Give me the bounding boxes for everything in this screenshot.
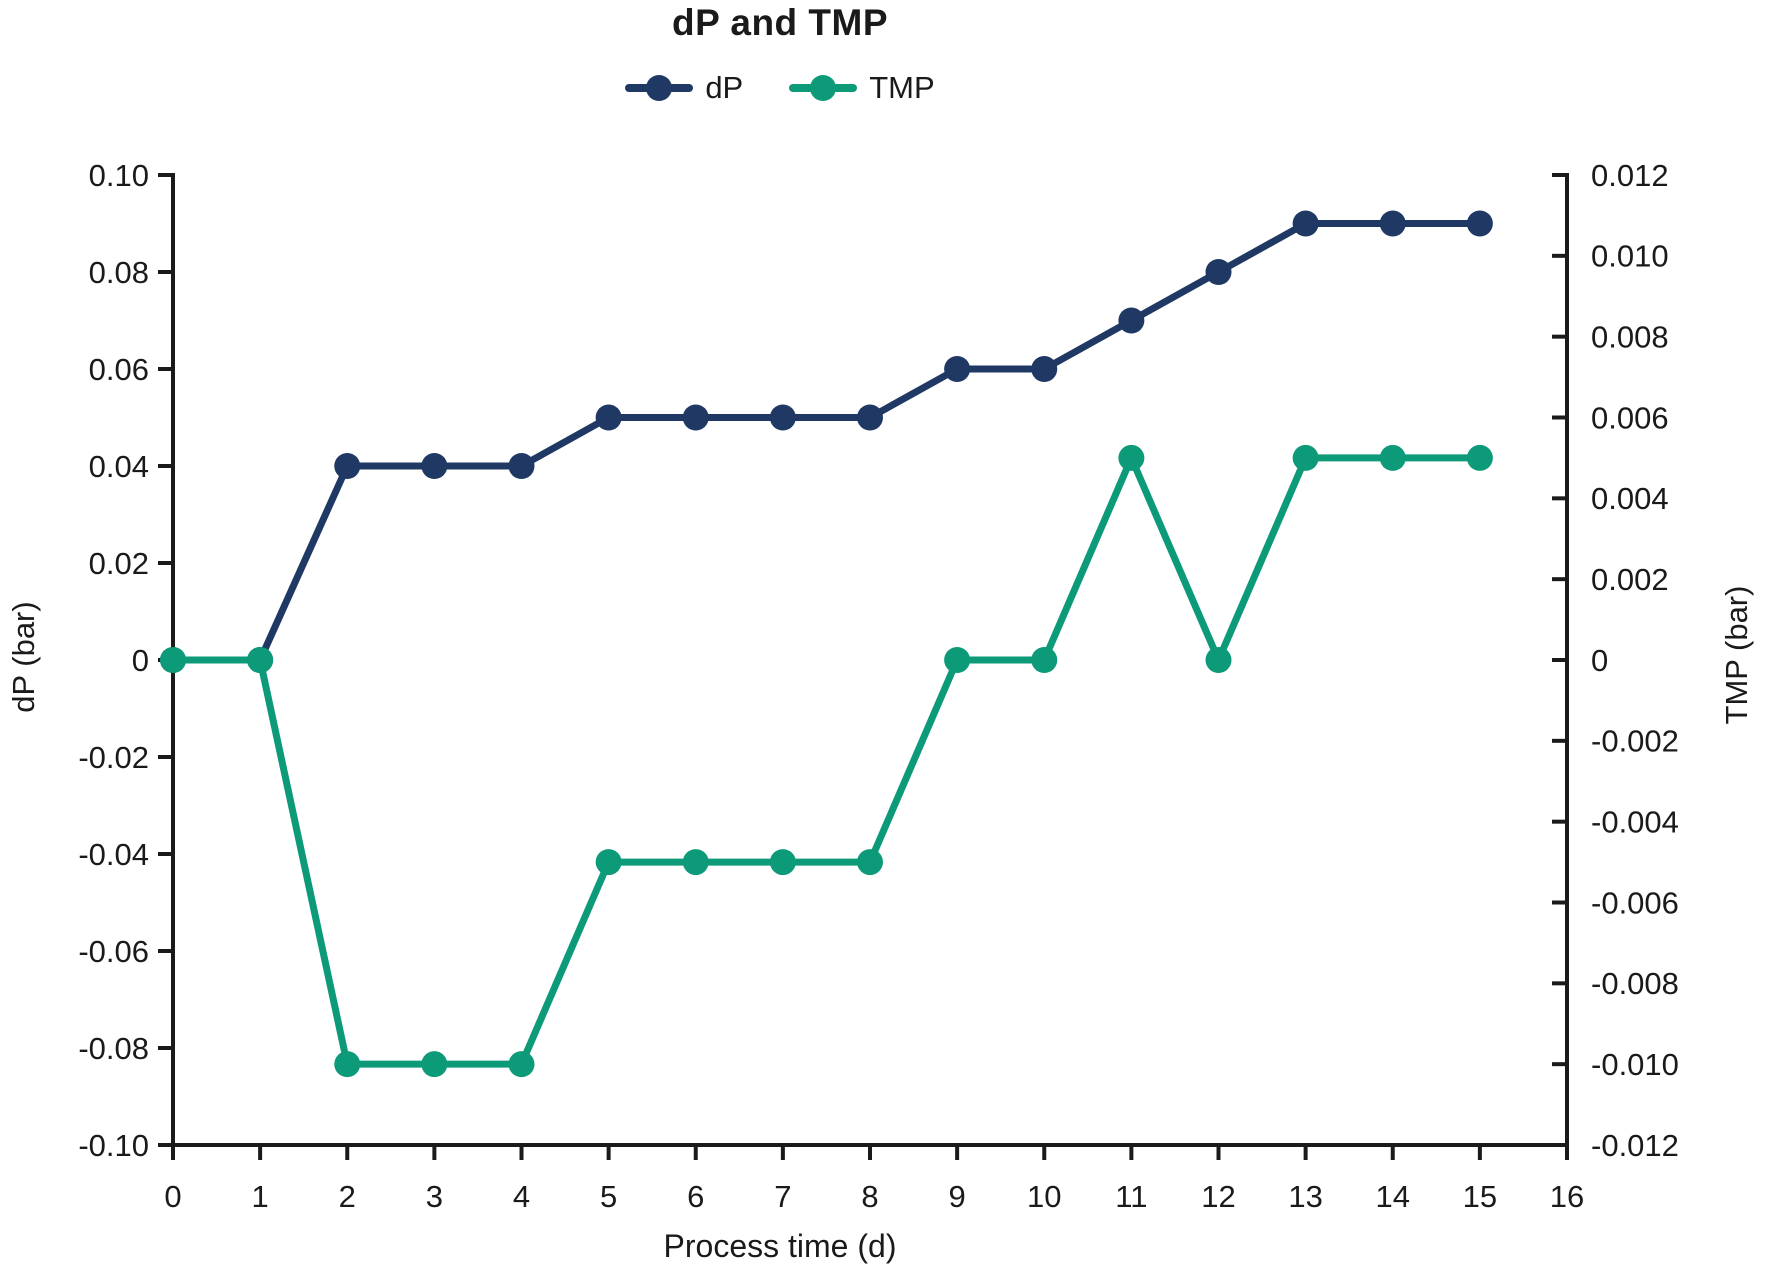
y-left-tick-label: 0.10	[89, 158, 149, 193]
tmp-data-point	[1379, 444, 1406, 471]
x-tick-label: 3	[426, 1179, 443, 1214]
dp-data-point	[1205, 259, 1232, 285]
dp-data-point	[421, 453, 448, 479]
x-tick-label: 11	[1115, 1179, 1147, 1214]
y-left-tick-label: 0.02	[89, 546, 149, 581]
y-right-tick-label: 0	[1591, 643, 1608, 678]
dp-data-point	[682, 404, 709, 431]
tmp-data-point	[160, 647, 186, 673]
tmp-data-point	[1205, 647, 1232, 673]
x-tick-label: 13	[1288, 1179, 1322, 1214]
y-right-tick-label: 0.002	[1591, 562, 1669, 597]
y-left-tick-label: 0.04	[89, 449, 149, 484]
y-right-tick-label: -0.010	[1591, 1047, 1679, 1082]
y-right-tick-label: -0.008	[1591, 966, 1679, 1001]
y-left-tick-label: 0	[132, 643, 149, 678]
y-right-tick-label: -0.012	[1591, 1128, 1679, 1163]
dp-data-point	[1118, 307, 1145, 334]
legend-label-dp: dP	[705, 70, 744, 105]
x-tick-label: 15	[1463, 1179, 1497, 1214]
x-tick-label: 5	[600, 1179, 617, 1214]
dp-series-marker-icon	[625, 73, 694, 103]
tmp-data-point	[247, 647, 274, 673]
tmp-data-point	[944, 647, 971, 673]
tmp-data-point	[857, 849, 883, 876]
y-left-tick-label: -0.08	[78, 1031, 149, 1066]
x-tick-label: 0	[164, 1179, 181, 1214]
tmp-data-point	[1466, 444, 1493, 471]
dp-data-point	[769, 404, 796, 431]
dp-data-point	[334, 453, 361, 479]
x-tick-label: 4	[513, 1179, 530, 1214]
legend-label-tmp: TMP	[869, 70, 935, 105]
y-right-tick-label: 0.004	[1591, 481, 1669, 516]
y-right-tick-label: 0.010	[1591, 239, 1669, 274]
y-left-tick-label: 0.08	[89, 255, 149, 290]
y-left-tick-label: 0.06	[89, 352, 149, 387]
y-left-tick-label: -0.04	[78, 837, 149, 872]
x-tick-label: 10	[1027, 1179, 1061, 1214]
tmp-data-point	[1292, 444, 1319, 471]
y-left-tick-label: -0.02	[78, 740, 149, 775]
x-tick-label: 7	[774, 1179, 791, 1214]
dp-data-point	[1292, 210, 1319, 237]
dp-data-point	[508, 453, 535, 479]
dp-data-point	[1379, 210, 1406, 237]
dp-data-point	[1466, 210, 1493, 237]
tmp-series-marker-icon	[789, 73, 858, 103]
legend: dP TMP	[0, 70, 1560, 106]
x-tick-label: 14	[1376, 1179, 1410, 1214]
tmp-data-point	[595, 849, 622, 876]
y-right-tick-label: 0.012	[1591, 158, 1669, 193]
legend-item-dp: dP	[625, 70, 743, 106]
y-right-tick-label: -0.004	[1591, 805, 1679, 840]
tmp-data-point	[1118, 444, 1145, 471]
tmp-data-point	[421, 1051, 448, 1078]
x-tick-label: 16	[1550, 1179, 1584, 1214]
x-tick-label: 1	[252, 1179, 269, 1214]
x-tick-label: 2	[339, 1179, 356, 1214]
chart-title: dP and TMP	[671, 2, 889, 43]
dp-data-point	[595, 404, 622, 431]
dp-data-point	[1031, 356, 1058, 382]
x-tick-label: 9	[949, 1179, 966, 1214]
y-right-tick-label: 0.006	[1591, 400, 1669, 435]
tmp-data-point	[682, 849, 709, 876]
y-right-tick-label: -0.002	[1591, 724, 1679, 759]
tmp-data-point	[769, 849, 796, 876]
x-axis-title: Process time (d)	[663, 1228, 897, 1264]
dp-data-point	[857, 404, 883, 431]
tmp-series-line	[169, 454, 1484, 1068]
dp-series-line	[169, 220, 1484, 664]
tmp-data-point	[1031, 647, 1058, 673]
tmp-data-point	[508, 1051, 535, 1078]
x-tick-label: 12	[1201, 1179, 1235, 1214]
tmp-data-point	[334, 1051, 361, 1078]
legend-item-tmp: TMP	[789, 70, 935, 106]
y-right-tick-label: -0.006	[1591, 885, 1679, 920]
y-left-tick-label: -0.06	[78, 934, 149, 969]
x-tick-label: 8	[861, 1179, 878, 1214]
y-right-tick-label: 0.008	[1591, 320, 1669, 355]
x-tick-label: 6	[687, 1179, 704, 1214]
y-left-tick-label: -0.10	[78, 1128, 149, 1163]
dp-data-point	[944, 356, 971, 382]
